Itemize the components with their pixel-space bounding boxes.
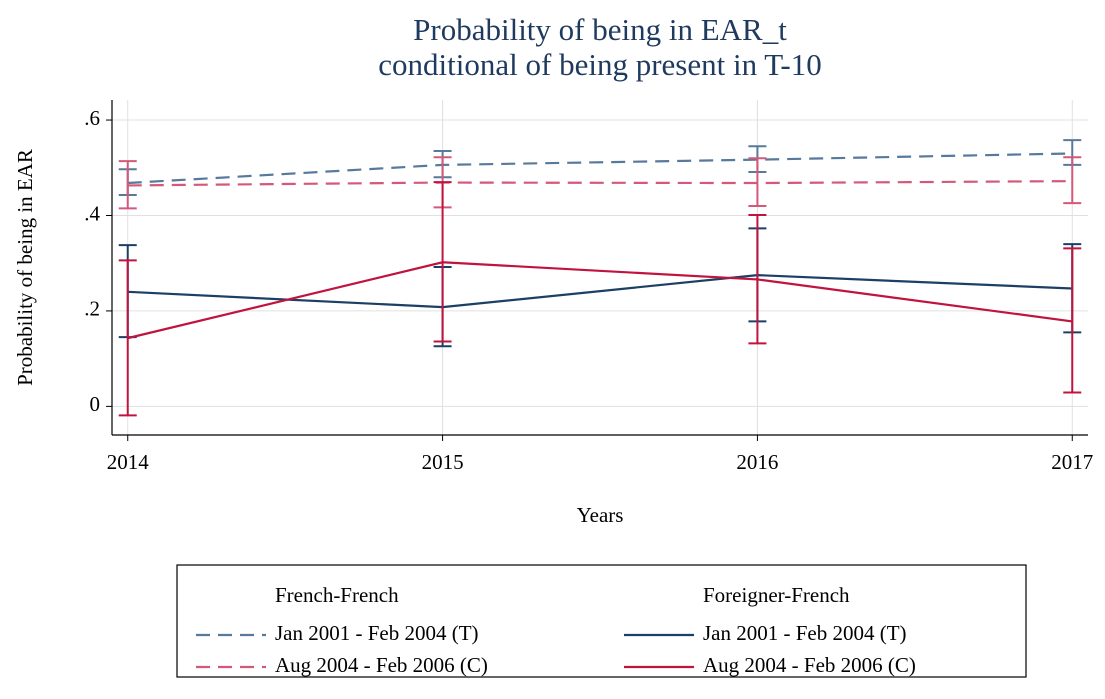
y-tick-label: 0 <box>90 392 101 416</box>
legend-group-title: French-French <box>275 583 399 607</box>
series-line <box>127 180 1073 187</box>
chart-title: Probability of being in EAR_t <box>413 12 787 47</box>
x-tick-label: 2017 <box>1051 450 1093 474</box>
x-axis-title: Years <box>577 503 624 527</box>
x-tick-label: 2016 <box>736 450 778 474</box>
x-tick-label: 2014 <box>107 450 150 474</box>
series-line <box>127 152 1073 185</box>
chart-title: conditional of being present in T-10 <box>378 47 821 82</box>
legend-label: Jan 2001 - Feb 2004 (T) <box>275 621 479 645</box>
y-axis-title: Probability of being in EAR <box>13 149 37 386</box>
legend-group-title: Foreigner-French <box>703 583 850 607</box>
y-tick-label: .2 <box>84 297 100 321</box>
series-line <box>127 261 1073 340</box>
legend-label: Aug 2004 - Feb 2006 (C) <box>703 653 916 677</box>
legend-box <box>176 564 1027 678</box>
y-tick-label: .4 <box>84 201 100 225</box>
legend-label: Jan 2001 - Feb 2004 (T) <box>703 621 907 645</box>
legend-label: Aug 2004 - Feb 2006 (C) <box>275 653 488 677</box>
x-tick-label: 2015 <box>422 450 464 474</box>
y-tick-label: .6 <box>84 106 100 130</box>
